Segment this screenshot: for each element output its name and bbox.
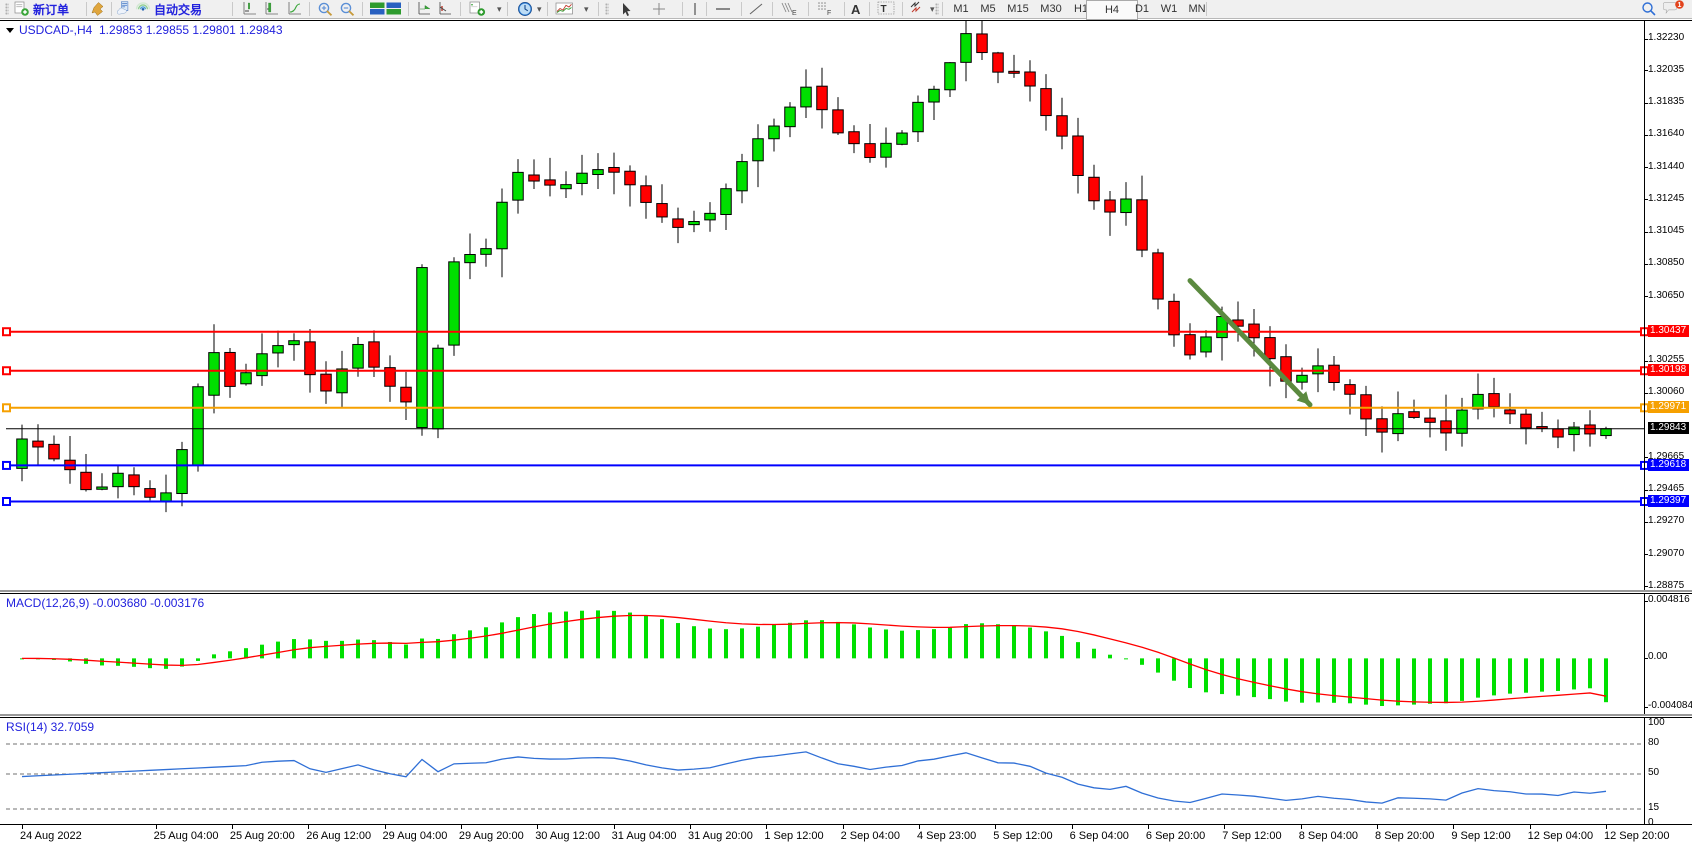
svg-text:T: T: [881, 4, 887, 15]
svg-text:1: 1: [1678, 2, 1682, 9]
svg-text:E: E: [792, 10, 797, 17]
svg-text:F: F: [827, 10, 831, 17]
